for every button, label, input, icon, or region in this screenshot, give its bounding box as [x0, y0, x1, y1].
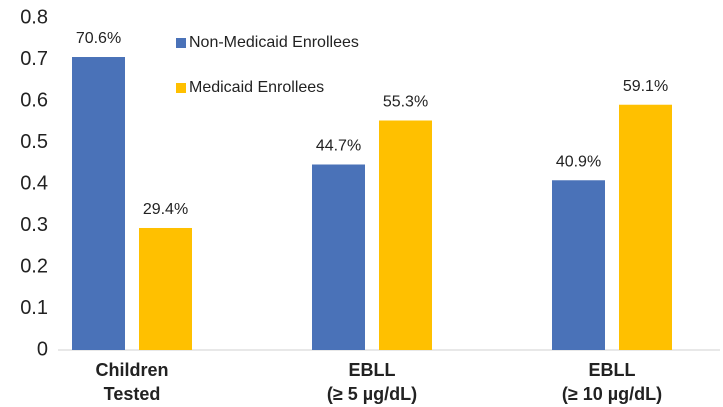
legend-swatch [176, 38, 186, 48]
x-tick-label: Children [95, 360, 168, 380]
x-tick-label: (≥ 5 µg/dL) [327, 384, 417, 404]
x-tick-label: (≥ 10 µg/dL) [562, 384, 662, 404]
y-tick-label: 0.1 [20, 297, 48, 319]
legend-label: Medicaid Enrollees [189, 79, 324, 96]
value-label: 29.4% [143, 201, 188, 218]
y-tick-label: 0.4 [20, 172, 48, 194]
value-label: 70.6% [76, 30, 121, 47]
bar [312, 164, 365, 350]
y-tick-label: 0.3 [20, 214, 48, 236]
y-tick-label: 0.6 [20, 89, 48, 111]
value-label: 59.1% [623, 78, 668, 95]
x-tick-label: Tested [104, 384, 161, 404]
bar [139, 227, 192, 350]
y-tick-label: 0.2 [20, 255, 48, 277]
legend-label: Non-Medicaid Enrollees [189, 34, 359, 51]
x-tick-label: EBLL [349, 360, 396, 380]
legend-swatch [176, 83, 186, 93]
value-label: 55.3% [383, 94, 428, 111]
y-tick-label: 0 [37, 338, 48, 360]
bar [619, 104, 672, 350]
bar [72, 57, 125, 350]
y-tick-label: 0.8 [20, 6, 48, 28]
bar [379, 120, 432, 350]
value-label: 44.7% [316, 138, 361, 155]
y-tick-label: 0.5 [20, 131, 48, 153]
value-label: 40.9% [556, 153, 601, 170]
bar [552, 180, 605, 350]
y-tick-label: 0.7 [20, 48, 48, 70]
x-tick-label: EBLL [589, 360, 636, 380]
